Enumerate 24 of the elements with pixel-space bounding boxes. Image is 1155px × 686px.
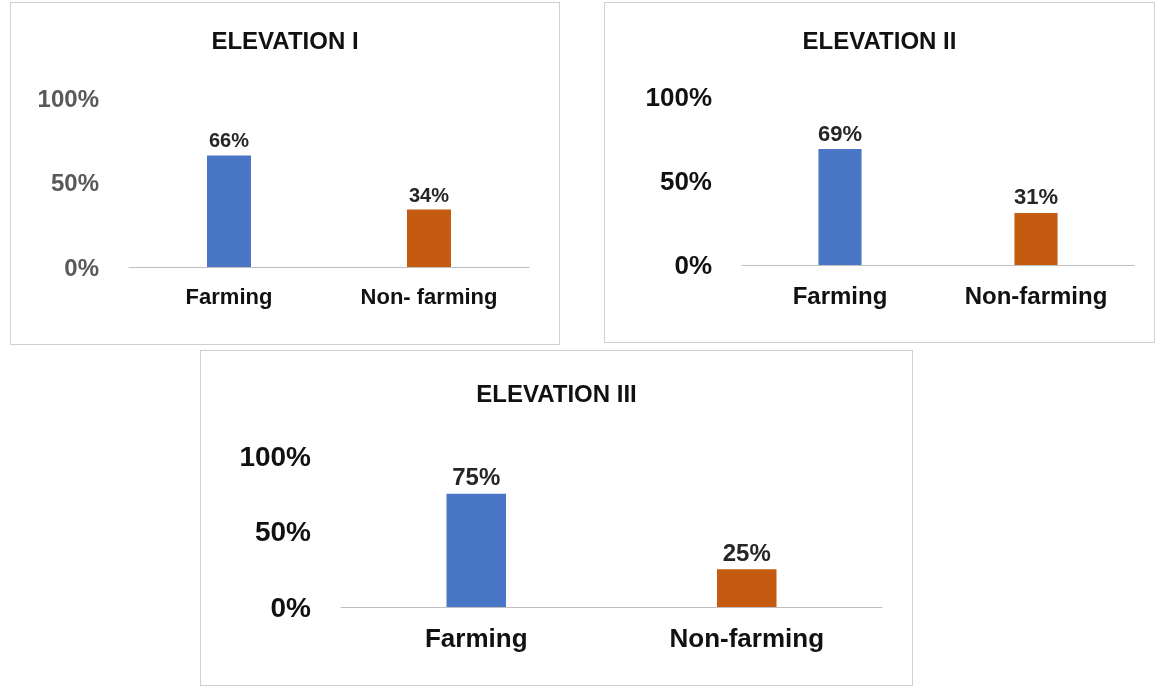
chart-title: ELEVATION III xyxy=(476,379,637,407)
x-tick-label: Non- farming xyxy=(360,283,498,309)
data-label: 25% xyxy=(722,538,771,566)
data-label: 66% xyxy=(208,129,250,152)
y-tick-label: 0% xyxy=(64,253,99,281)
x-tick-label: Farming xyxy=(424,623,528,653)
y-tick-label: 0% xyxy=(270,591,312,623)
chart-title: ELEVATION II xyxy=(802,26,957,54)
data-label: 34% xyxy=(408,183,450,206)
y-tick-label: 0% xyxy=(674,250,712,280)
y-tick-label: 100% xyxy=(239,440,312,472)
y-tick-label: 50% xyxy=(659,166,712,196)
chart-title: ELEVATION I xyxy=(211,26,359,54)
y-tick-label: 100% xyxy=(645,82,712,112)
x-tick-label: Non-farming xyxy=(669,623,825,653)
x-tick-label: Non-farming xyxy=(964,281,1108,309)
data-label: 69% xyxy=(817,120,863,146)
y-tick-label: 50% xyxy=(50,169,99,196)
data-label: 75% xyxy=(452,463,501,491)
data-label: 31% xyxy=(1013,184,1059,210)
y-tick-label: 50% xyxy=(254,516,312,547)
x-tick-label: Farming xyxy=(185,283,273,309)
x-tick-label: Farming xyxy=(792,281,888,309)
y-tick-label: 100% xyxy=(37,84,99,112)
